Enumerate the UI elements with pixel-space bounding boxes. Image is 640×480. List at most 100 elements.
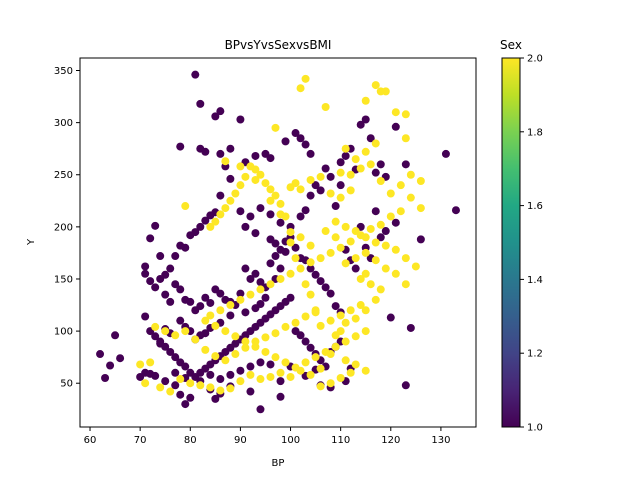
data-point: [231, 332, 240, 341]
data-point: [396, 181, 405, 190]
data-point: [166, 264, 175, 273]
data-point: [411, 262, 420, 271]
data-point: [366, 160, 375, 169]
data-point: [151, 332, 160, 341]
data-points: [96, 70, 460, 414]
data-point: [176, 316, 185, 325]
data-point: [286, 293, 295, 302]
data-point: [141, 262, 150, 271]
data-point: [266, 259, 275, 268]
data-point: [156, 339, 165, 348]
data-point: [306, 149, 315, 158]
data-point: [231, 189, 240, 198]
data-point: [286, 183, 295, 192]
data-point: [331, 302, 340, 311]
data-point: [381, 241, 390, 250]
data-point: [146, 358, 155, 367]
data-point: [306, 264, 315, 273]
data-point: [186, 393, 195, 402]
data-point: [371, 139, 380, 148]
data-point: [351, 314, 360, 323]
data-point: [256, 375, 265, 384]
x-tick-label: 130: [431, 435, 450, 446]
data-point: [391, 269, 400, 278]
data-point: [221, 356, 230, 365]
data-point: [306, 290, 315, 299]
data-point: [171, 331, 180, 340]
data-point: [271, 329, 280, 338]
data-point: [196, 302, 205, 311]
data-point: [361, 269, 370, 278]
y-axis-label: Y: [26, 238, 37, 246]
data-point: [301, 74, 310, 83]
data-point: [336, 158, 345, 167]
data-point: [216, 306, 225, 315]
data-point: [176, 390, 185, 399]
data-point: [241, 172, 250, 181]
data-point: [321, 227, 330, 236]
y-axis-ticks: 50 100 150 200 250 300 350: [54, 66, 80, 390]
data-point: [271, 239, 280, 248]
data-point: [216, 149, 225, 158]
data-point: [331, 331, 340, 340]
data-point: [416, 204, 425, 213]
data-point: [316, 277, 325, 286]
data-point: [171, 381, 180, 390]
colorbar-tick-label: 1.6: [527, 201, 543, 212]
data-point: [276, 377, 285, 386]
data-point: [146, 277, 155, 286]
data-point: [276, 368, 285, 377]
data-point: [251, 229, 260, 238]
data-point: [351, 155, 360, 164]
data-point: [151, 221, 160, 230]
data-point: [236, 289, 245, 298]
data-point: [141, 269, 150, 278]
data-point: [321, 164, 330, 173]
data-point: [266, 280, 275, 289]
data-point: [316, 186, 325, 195]
data-point: [176, 241, 185, 250]
data-point: [246, 290, 255, 299]
data-point: [336, 311, 345, 320]
data-point: [226, 196, 235, 205]
data-point: [236, 181, 245, 190]
data-point: [386, 189, 395, 198]
data-point: [161, 327, 170, 336]
data-point: [306, 191, 315, 200]
data-point: [226, 174, 235, 183]
data-point: [236, 295, 245, 304]
data-point: [321, 102, 330, 111]
data-point: [246, 212, 255, 221]
x-axis-label: BP: [272, 458, 285, 469]
data-point: [266, 360, 275, 369]
data-point: [296, 233, 305, 242]
colorbar-ticks: 1.0 1.2 1.4 1.6 1.8 2.0: [520, 54, 543, 434]
data-point: [161, 377, 170, 386]
data-point: [171, 252, 180, 261]
data-point: [181, 400, 190, 409]
data-point: [381, 264, 390, 273]
data-point: [261, 179, 270, 188]
data-point: [416, 235, 425, 244]
data-point: [356, 120, 365, 129]
data-point: [441, 149, 450, 158]
data-point: [351, 360, 360, 369]
data-point: [341, 222, 350, 231]
data-point: [281, 358, 290, 367]
data-point: [236, 377, 245, 386]
data-point: [306, 175, 315, 184]
data-point: [276, 210, 285, 219]
data-point: [266, 185, 275, 194]
colorbar: [501, 57, 521, 428]
data-point: [196, 381, 205, 390]
chart-title: BPvsYvsSexvsBMI: [225, 38, 332, 52]
data-point: [211, 217, 220, 226]
data-point: [321, 283, 330, 292]
data-point: [271, 252, 280, 261]
data-point: [251, 269, 260, 278]
data-point: [346, 368, 355, 377]
data-point: [346, 170, 355, 179]
data-point: [306, 343, 315, 352]
data-point: [201, 316, 210, 325]
data-point: [326, 316, 335, 325]
